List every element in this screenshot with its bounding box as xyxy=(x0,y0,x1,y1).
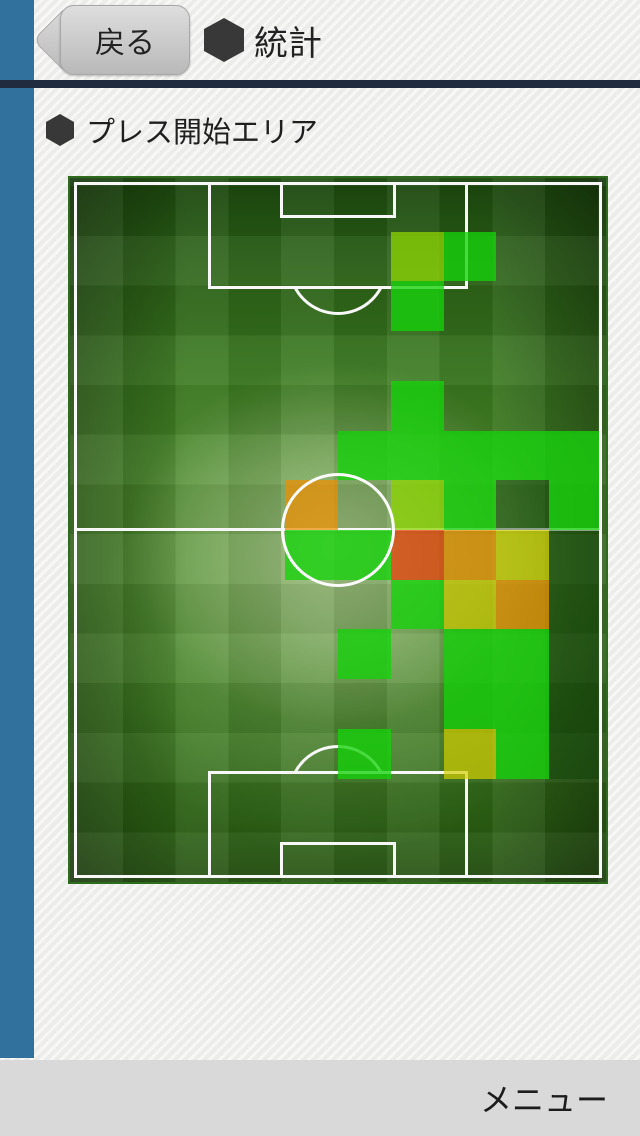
back-button-body: 戻る xyxy=(60,5,190,75)
heat-cell xyxy=(549,629,602,680)
heat-cell xyxy=(390,530,444,580)
heat-cell xyxy=(549,430,602,481)
goal-area-top xyxy=(280,182,396,218)
heat-cell xyxy=(549,579,602,630)
heat-cell xyxy=(549,728,602,779)
heat-cell xyxy=(390,231,444,282)
hexagon-icon xyxy=(204,18,244,62)
header-divider xyxy=(0,80,640,88)
heat-cell xyxy=(443,728,497,779)
heat-cell xyxy=(443,231,497,282)
heat-cell xyxy=(443,579,497,630)
heat-cell xyxy=(549,679,602,729)
heat-cell xyxy=(496,530,550,580)
heat-cell xyxy=(337,430,391,481)
heat-cell xyxy=(390,579,444,630)
center-circle xyxy=(281,473,395,587)
pitch-boundary-line xyxy=(74,182,602,878)
back-button[interactable]: 戻る xyxy=(32,4,190,76)
heat-cell xyxy=(496,629,550,680)
heat-cell xyxy=(549,530,602,580)
goal-area-bottom xyxy=(280,842,396,878)
page-title: 統計 xyxy=(254,24,322,63)
heat-cell xyxy=(337,629,391,680)
penalty-arc-top xyxy=(280,288,396,316)
heat-cell xyxy=(496,679,550,729)
heat-cell xyxy=(390,281,444,332)
bottom-bar: メニュー xyxy=(0,1060,640,1136)
section-header: プレス開始エリア xyxy=(46,108,318,152)
heat-cell xyxy=(496,579,550,630)
heat-cell xyxy=(390,480,444,530)
section-title: プレス開始エリア xyxy=(86,117,319,149)
heat-cell xyxy=(337,728,391,779)
heat-cell xyxy=(443,430,497,481)
heat-cell xyxy=(496,728,550,779)
heat-cell xyxy=(496,480,550,530)
heat-cell xyxy=(443,679,497,729)
header: 戻る 統計 xyxy=(0,0,640,80)
left-accent-bar xyxy=(0,0,34,1058)
heat-cell xyxy=(549,480,602,530)
hexagon-icon xyxy=(46,114,74,146)
back-button-label: 戻る xyxy=(95,27,155,60)
heat-cell xyxy=(443,480,497,530)
heat-cell xyxy=(443,629,497,680)
press-start-area-heatmap xyxy=(68,176,608,884)
heat-cell xyxy=(390,380,444,431)
page-title-group: 統計 xyxy=(204,0,322,80)
heat-cell xyxy=(496,430,550,481)
menu-button[interactable]: メニュー xyxy=(479,1082,608,1118)
heat-cell xyxy=(390,430,444,481)
heat-cell xyxy=(443,530,497,580)
